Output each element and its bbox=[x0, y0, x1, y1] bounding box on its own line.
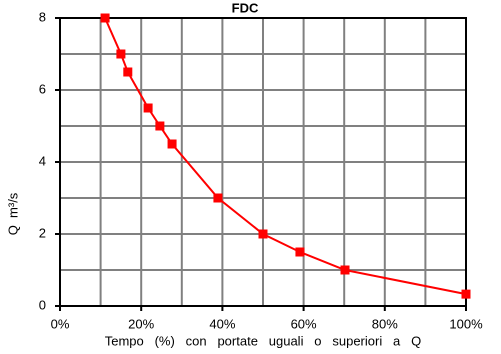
x-tick-label: 80% bbox=[372, 316, 398, 331]
data-point bbox=[258, 229, 268, 239]
x-tick-label: 20% bbox=[128, 316, 154, 331]
x-axis-label: Tempo (%) con portate uguali o superiori… bbox=[105, 333, 421, 348]
x-tick-label: 100% bbox=[449, 316, 483, 331]
x-tick-label: 60% bbox=[291, 316, 317, 331]
data-point bbox=[213, 193, 223, 203]
data-point bbox=[167, 139, 177, 149]
data-point bbox=[155, 121, 165, 131]
y-tick-label: 8 bbox=[39, 9, 46, 24]
data-line bbox=[104, 17, 467, 296]
chart-title: FDC bbox=[232, 0, 259, 15]
data-point bbox=[116, 49, 126, 59]
x-tick-label: 0% bbox=[51, 316, 70, 331]
data-point bbox=[340, 265, 350, 275]
y-tick-label: 6 bbox=[39, 81, 46, 96]
data-point bbox=[143, 103, 153, 113]
x-tick-label: 40% bbox=[209, 316, 235, 331]
data-point bbox=[295, 247, 305, 257]
y-tick-label: 4 bbox=[39, 153, 46, 168]
y-tick-label: 2 bbox=[39, 225, 46, 240]
data-point bbox=[461, 289, 471, 299]
data-point bbox=[100, 13, 110, 23]
y-axis-label: Q m³/s bbox=[5, 192, 20, 235]
y-tick-label: 0 bbox=[39, 297, 46, 312]
data-point bbox=[123, 67, 133, 77]
